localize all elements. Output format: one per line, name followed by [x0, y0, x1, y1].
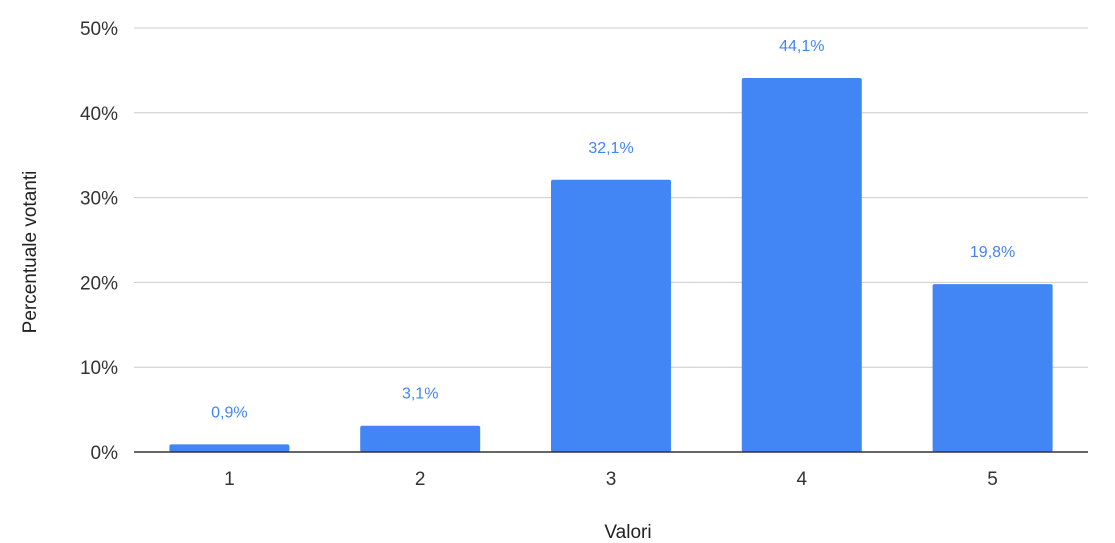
data-label: 3,1% — [402, 386, 438, 403]
y-axis-ticks: 0% 10% 20% 30% 40% 50% — [80, 19, 118, 464]
y-tick-label: 40% — [80, 104, 118, 125]
x-tick-label: 5 — [987, 469, 998, 490]
y-tick-label: 10% — [80, 358, 118, 379]
x-tick-label: 1 — [224, 469, 235, 490]
y-tick-label: 50% — [80, 19, 118, 40]
data-label: 19,8% — [970, 244, 1015, 261]
bar — [169, 444, 290, 452]
bars — [134, 78, 1088, 453]
x-tick-label: 2 — [415, 469, 426, 490]
data-label: 32,1% — [588, 140, 633, 157]
bar — [932, 284, 1053, 452]
data-labels: 0,9% 3,1% 32,1% 44,1% 19,8% — [211, 38, 1015, 421]
data-label: 0,9% — [211, 404, 247, 421]
bar — [551, 179, 671, 453]
y-tick-label: 20% — [80, 273, 118, 294]
y-tick-label: 30% — [80, 189, 118, 210]
bar — [360, 425, 481, 452]
y-tick-label: 0% — [91, 443, 119, 464]
data-label: 44,1% — [779, 38, 824, 55]
x-tick-label: 4 — [797, 469, 808, 490]
x-axis-ticks: 1 2 3 4 5 — [224, 469, 998, 490]
x-tick-label: 3 — [606, 469, 617, 490]
bar — [741, 78, 862, 453]
x-axis-title: Valori — [604, 522, 651, 543]
y-axis-title: Percentuale votanti — [20, 171, 41, 334]
